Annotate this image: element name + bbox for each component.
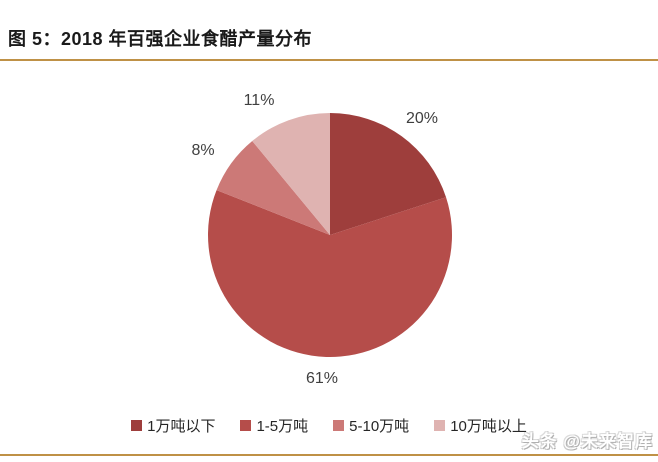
title-underline [0,59,658,61]
figure-title: 图 5：2018 年百强企业食醋产量分布 [8,29,313,49]
pie-slice-3 [216,141,330,235]
legend-label: 10万吨以上 [450,417,527,435]
legend-label: 1-5万吨 [256,417,309,435]
pie-slice-1 [330,112,447,235]
pie-slice-2 [208,190,453,358]
legend-label: 5-10万吨 [349,417,410,435]
legend-swatch-icon [434,419,446,431]
slice-label-20pct: 20% [405,110,439,127]
legend-swatch-icon [240,419,252,431]
bottom-rule [0,454,658,456]
pie-slice-4 [252,113,330,235]
legend-item: 1-5万吨 [240,415,308,436]
slice-label-61pct: 61% [305,370,339,387]
slice-label-8pct: 8% [191,142,215,159]
legend-label: 1万吨以下 [147,417,216,435]
watermark: 头条 @未来智库 [521,432,653,451]
legend-swatch-icon [333,419,345,431]
legend-item: 5-10万吨 [333,415,409,436]
legend-item: 10万吨以上 [434,415,527,436]
chart-legend: 1万吨以下 1-5万吨 5-10万吨 10万吨以上 [0,413,658,437]
slice-label-11pct: 11% [243,92,275,109]
legend-item: 1万吨以下 [131,415,215,436]
legend-swatch-icon [131,419,143,431]
